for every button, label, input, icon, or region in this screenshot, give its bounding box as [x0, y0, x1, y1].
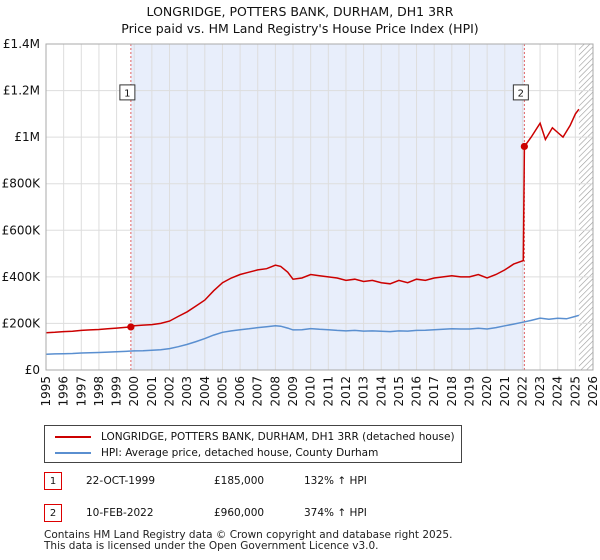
sale-point: [127, 323, 135, 331]
x-tick-label: 2018: [445, 376, 459, 407]
chart-subtitle: Price paid vs. HM Land Registry's House …: [121, 21, 478, 36]
x-tick-label: 2006: [233, 376, 247, 407]
sale-label-text: 1: [124, 88, 130, 99]
chart-title: LONGRIDGE, POTTERS BANK, DURHAM, DH1 3RR: [147, 4, 454, 19]
x-tick-label: 1999: [110, 376, 124, 407]
sale-label-text: 2: [518, 88, 524, 99]
legend-item-property: LONGRIDGE, POTTERS BANK, DURHAM, DH1 3RR…: [55, 429, 455, 445]
x-tick-label: 2025: [568, 376, 582, 407]
sale-badge: 1: [44, 472, 62, 490]
x-tick-label: 2005: [215, 376, 229, 407]
x-tick-label: 2015: [392, 376, 406, 407]
sale-point: [520, 142, 528, 151]
sale-hpi-change: 132% ↑ HPI: [304, 475, 367, 487]
x-tick-label: 2008: [268, 376, 282, 407]
price-chart: LONGRIDGE, POTTERS BANK, DURHAM, DH1 3RR…: [2, 4, 600, 407]
sale-badge: 2: [44, 504, 62, 522]
x-tick-label: 2003: [180, 376, 194, 407]
x-tick-label: 2026: [586, 376, 600, 407]
y-tick-label: £600K: [2, 223, 42, 237]
sale-price: £185,000: [214, 475, 265, 487]
x-tick-label: 2007: [251, 376, 265, 407]
x-tick-label: 2001: [145, 376, 159, 407]
series-line-property: [46, 108, 580, 334]
legend-item-hpi: HPI: Average price, detached house, Coun…: [55, 445, 378, 461]
ownership-shade: [130, 44, 525, 370]
x-tick-label: 1998: [92, 376, 106, 407]
y-tick-label: £0: [25, 363, 40, 377]
y-tick-label: £1.4M: [3, 37, 40, 51]
x-tick-label: 1996: [57, 376, 71, 407]
footer-line-1: Contains HM Land Registry data © Crown c…: [44, 529, 453, 541]
forecast-hatch: [578, 44, 593, 370]
y-tick-label: £1M: [14, 130, 40, 144]
legend-label-property: LONGRIDGE, POTTERS BANK, DURHAM, DH1 3RR…: [101, 431, 455, 443]
x-tick-label: 2024: [551, 376, 565, 407]
y-tick-label: £400K: [2, 270, 42, 284]
x-tick-label: 2011: [321, 376, 335, 407]
sale-label-box: [119, 84, 136, 101]
x-tick-label: 2014: [374, 376, 388, 407]
x-tick-label: 2009: [286, 376, 300, 407]
x-tick-label: 2023: [533, 376, 547, 407]
sale-row: 1 22-OCT-1999 £185,000 132% ↑ HPI: [44, 472, 444, 494]
y-tick-label: £1.2M: [3, 84, 40, 98]
plot-frame: [45, 43, 594, 371]
sale-label-box: [512, 84, 529, 101]
legend-swatch-hpi: [55, 452, 91, 454]
x-tick-label: 2004: [198, 376, 212, 407]
sale-price: £960,000: [214, 507, 265, 519]
x-tick-label: 1997: [74, 376, 88, 407]
x-tick-label: 2012: [339, 376, 353, 407]
footer: Contains HM Land Registry data © Crown c…: [44, 530, 452, 552]
x-tick-label: 2017: [427, 376, 441, 407]
y-tick-label: £800K: [2, 177, 42, 191]
x-tick-label: 2022: [515, 376, 529, 407]
sale-row: 2 10-FEB-2022 £960,000 374% ↑ HPI: [44, 504, 444, 526]
sale-date: 22-OCT-1999: [86, 475, 155, 487]
footer-line-2: This data is licensed under the Open Gov…: [44, 540, 379, 552]
x-tick-label: 2019: [462, 376, 476, 407]
y-tick-label: £200K: [2, 316, 42, 330]
x-tick-label: 2013: [357, 376, 371, 407]
x-tick-label: 2002: [163, 376, 177, 407]
x-tick-label: 2020: [480, 376, 494, 407]
x-tick-label: 2000: [127, 376, 141, 407]
sale-hpi-change: 374% ↑ HPI: [304, 507, 367, 519]
legend-swatch-property: [55, 436, 91, 438]
plot-area: 1 2 £0 £200K £400K £600K £800K £1M £1.2M £1.4M 199…: [2, 37, 600, 407]
series-line-hpi: [46, 314, 580, 355]
legend: LONGRIDGE, POTTERS BANK, DURHAM, DH1 3RR…: [44, 425, 462, 463]
x-tick-label: 2021: [498, 376, 512, 407]
sale-date: 10-FEB-2022: [86, 507, 154, 519]
x-tick-label: 1995: [39, 376, 53, 407]
legend-label-hpi: HPI: Average price, detached house, Coun…: [101, 447, 379, 459]
x-tick-label: 2016: [410, 376, 424, 407]
x-tick-label: 2010: [304, 376, 318, 407]
